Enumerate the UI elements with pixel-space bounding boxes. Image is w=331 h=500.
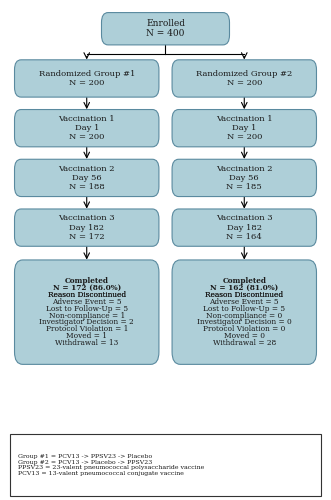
Text: N = 162 (81.0%): N = 162 (81.0%): [210, 284, 278, 292]
FancyBboxPatch shape: [10, 434, 321, 496]
FancyBboxPatch shape: [172, 60, 316, 97]
Text: Vaccination 2
Day 56
N = 188: Vaccination 2 Day 56 N = 188: [59, 164, 115, 191]
FancyBboxPatch shape: [15, 160, 159, 196]
FancyBboxPatch shape: [102, 12, 229, 45]
Text: N = 172 (86.0%): N = 172 (86.0%): [53, 284, 121, 292]
Text: Vaccination 1
Day 1
N = 200: Vaccination 1 Day 1 N = 200: [216, 115, 273, 141]
Text: Vaccination 1
Day 1
N = 200: Vaccination 1 Day 1 N = 200: [58, 115, 115, 141]
Text: Randomized Group #2
N = 200: Randomized Group #2 N = 200: [196, 70, 292, 87]
Text: Enrolled
N = 400: Enrolled N = 400: [146, 19, 185, 38]
FancyBboxPatch shape: [172, 260, 316, 364]
Text: Moved = 1: Moved = 1: [66, 332, 107, 340]
Text: Reason Discontinued: Reason Discontinued: [48, 291, 126, 299]
Text: Adverse Event = 5: Adverse Event = 5: [52, 298, 121, 306]
Text: Protocol Violation = 0: Protocol Violation = 0: [203, 326, 285, 334]
Text: Adverse Event = 5: Adverse Event = 5: [210, 298, 279, 306]
Text: Lost to Follow-Up = 5: Lost to Follow-Up = 5: [203, 304, 285, 312]
Text: Randomized Group #1
N = 200: Randomized Group #1 N = 200: [38, 70, 135, 87]
FancyBboxPatch shape: [172, 110, 316, 147]
FancyBboxPatch shape: [15, 209, 159, 246]
Text: Vaccination 3
Day 182
N = 164: Vaccination 3 Day 182 N = 164: [216, 214, 273, 241]
Text: Reason Discontinued: Reason Discontinued: [48, 291, 126, 299]
FancyBboxPatch shape: [15, 260, 159, 364]
FancyBboxPatch shape: [15, 60, 159, 97]
Text: Non-compliance = 1: Non-compliance = 1: [49, 312, 125, 320]
FancyBboxPatch shape: [172, 160, 316, 196]
Text: Vaccination 2
Day 56
N = 185: Vaccination 2 Day 56 N = 185: [216, 164, 272, 191]
Text: Reason Discontinued: Reason Discontinued: [205, 291, 283, 299]
Text: Lost to Follow-Up = 5: Lost to Follow-Up = 5: [46, 304, 128, 312]
Text: Moved = 0: Moved = 0: [224, 332, 265, 340]
Text: Group #1 = PCV13 -> PPSV23 -> Placebo
Group #2 = PCV13 -> Placebo -> PPSV23
PPSV: Group #1 = PCV13 -> PPSV23 -> Placebo Gr…: [18, 454, 204, 476]
Text: Completed: Completed: [65, 278, 109, 285]
Text: Withdrawal = 28: Withdrawal = 28: [213, 339, 276, 347]
Text: Investigator Decision = 2: Investigator Decision = 2: [39, 318, 134, 326]
Text: Investigator Decision = 0: Investigator Decision = 0: [197, 318, 292, 326]
Text: Vaccination 3
Day 182
N = 172: Vaccination 3 Day 182 N = 172: [58, 214, 115, 241]
FancyBboxPatch shape: [15, 110, 159, 147]
Text: Completed: Completed: [222, 278, 266, 285]
FancyBboxPatch shape: [172, 209, 316, 246]
Text: Withdrawal = 13: Withdrawal = 13: [55, 339, 118, 347]
Text: Protocol Violation = 1: Protocol Violation = 1: [46, 326, 128, 334]
Text: Reason Discontinued: Reason Discontinued: [205, 291, 283, 299]
Text: Non-compliance = 0: Non-compliance = 0: [206, 312, 282, 320]
